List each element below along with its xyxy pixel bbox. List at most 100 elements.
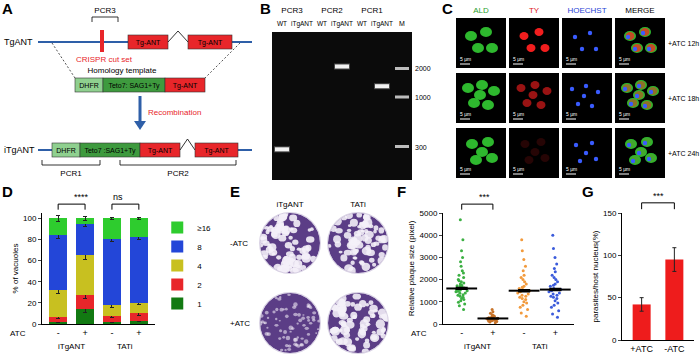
svg-text:parasites/host nucleus(%): parasites/host nucleus(%): [591, 230, 600, 322]
svg-text:iTgANT: iTgANT: [371, 20, 393, 28]
svg-text:+ATC 18h: +ATC 18h: [668, 95, 699, 102]
svg-text:80: 80: [27, 235, 36, 244]
svg-text:5 μm: 5 μm: [619, 111, 630, 117]
svg-text:TATi: TATi: [532, 342, 548, 351]
svg-text:E: E: [230, 183, 240, 200]
svg-text:2000: 2000: [415, 65, 431, 72]
svg-text:+: +: [136, 328, 141, 338]
svg-text:5000: 5000: [420, 209, 438, 218]
svg-text:300: 300: [415, 144, 427, 151]
svg-text:5 μm: 5 μm: [460, 56, 471, 62]
svg-text:5 μm: 5 μm: [460, 111, 471, 117]
svg-text:0: 0: [612, 336, 617, 345]
svg-text:≥16: ≥16: [197, 224, 211, 233]
svg-text:Tg-ANT: Tg-ANT: [173, 82, 198, 90]
svg-text:****: ****: [74, 192, 89, 202]
svg-text:PCR1: PCR1: [60, 169, 82, 178]
svg-text:0: 0: [32, 320, 37, 329]
svg-text:PCR3: PCR3: [94, 6, 116, 15]
svg-text:ALD: ALD: [473, 6, 489, 15]
svg-text:5 μm: 5 μm: [513, 111, 524, 117]
svg-text:Relative plaque size (pixel): Relative plaque size (pixel): [407, 220, 416, 316]
svg-text:iTgANT: iTgANT: [58, 342, 85, 351]
svg-text:4000: 4000: [420, 231, 438, 240]
svg-text:iTgANT: iTgANT: [331, 20, 353, 28]
svg-text:5 μm: 5 μm: [566, 111, 577, 117]
svg-text:1000: 1000: [420, 298, 438, 307]
svg-text:5 μm: 5 μm: [513, 56, 524, 62]
svg-text:Teto7: SAG1+Ty: Teto7: SAG1+Ty: [108, 82, 160, 90]
svg-text:WT: WT: [317, 20, 327, 27]
svg-text:+ATC: +ATC: [630, 344, 653, 354]
svg-text:60: 60: [27, 256, 36, 265]
svg-text:PCR1: PCR1: [361, 6, 383, 15]
svg-text:5 μm: 5 μm: [566, 56, 577, 62]
svg-text:Tg-ANT: Tg-ANT: [148, 147, 173, 155]
svg-text:Tg-ANT: Tg-ANT: [198, 39, 223, 47]
svg-text:DHFR: DHFR: [79, 82, 98, 89]
svg-text:TY: TY: [529, 6, 540, 15]
svg-text:8: 8: [197, 243, 202, 252]
svg-text:5 μm: 5 μm: [566, 166, 577, 172]
svg-text:TgANT: TgANT: [4, 37, 33, 47]
svg-text:A: A: [2, 0, 13, 17]
svg-text:iTgANT: iTgANT: [4, 145, 35, 155]
svg-text:C: C: [442, 0, 453, 17]
svg-text:PCR2: PCR2: [321, 6, 343, 15]
svg-text:+: +: [82, 328, 87, 338]
svg-text:***: ***: [653, 191, 664, 201]
svg-text:2: 2: [197, 281, 202, 290]
svg-text:ATC: ATC: [10, 329, 26, 338]
svg-text:ATC: ATC: [411, 329, 427, 338]
svg-text:HOECHST: HOECHST: [567, 6, 606, 15]
svg-text:% of vacuoles: % of vacuoles: [11, 244, 20, 294]
svg-text:+: +: [553, 328, 558, 338]
svg-text:iTgANT: iTgANT: [276, 200, 303, 209]
svg-text:PCR2: PCR2: [167, 169, 189, 178]
svg-text:1: 1: [197, 300, 202, 309]
svg-text:B: B: [260, 0, 271, 17]
svg-text:5 μm: 5 μm: [619, 56, 630, 62]
svg-text:-: -: [460, 328, 463, 338]
svg-text:TATi: TATi: [350, 200, 366, 209]
svg-text:Tg-ANT: Tg-ANT: [204, 147, 229, 155]
svg-text:50: 50: [607, 293, 616, 302]
svg-text:M: M: [399, 20, 405, 27]
svg-text:-ATC: -ATC: [230, 239, 248, 248]
svg-text:1000: 1000: [415, 94, 431, 101]
svg-text:ns: ns: [113, 192, 123, 202]
svg-text:WT: WT: [277, 20, 287, 27]
svg-text:+ATC: +ATC: [230, 319, 250, 328]
svg-text:+ATC 24h: +ATC 24h: [668, 150, 699, 157]
svg-text:-: -: [523, 328, 526, 338]
svg-text:Tg-ANT: Tg-ANT: [136, 39, 161, 47]
svg-text:20: 20: [27, 299, 36, 308]
svg-text:Recombination: Recombination: [148, 108, 201, 117]
svg-text:DHFR: DHFR: [56, 147, 75, 154]
svg-text:40: 40: [27, 278, 36, 287]
svg-text:iTgANT: iTgANT: [464, 342, 491, 351]
svg-text:150: 150: [603, 209, 617, 218]
svg-text:Homology template: Homology template: [88, 66, 157, 75]
svg-text:iTgANT: iTgANT: [291, 20, 313, 28]
svg-text:100: 100: [603, 251, 617, 260]
svg-text:-ATC: -ATC: [664, 344, 685, 354]
svg-text:+ATC 12h: +ATC 12h: [668, 40, 699, 47]
svg-text:PCR3: PCR3: [281, 6, 303, 15]
svg-text:+: +: [490, 328, 495, 338]
svg-text:0: 0: [433, 320, 438, 329]
svg-text:2000: 2000: [420, 275, 438, 284]
svg-text:Teto7 :SAG1+Ty: Teto7 :SAG1+Ty: [84, 147, 136, 155]
svg-text:5 μm: 5 μm: [619, 166, 630, 172]
svg-text:MERGE: MERGE: [625, 6, 654, 15]
svg-text:5 μm: 5 μm: [513, 166, 524, 172]
svg-text:WT: WT: [357, 20, 367, 27]
svg-text:***: ***: [479, 192, 490, 202]
svg-text:4: 4: [197, 262, 202, 271]
svg-text:TATi: TATi: [117, 342, 133, 351]
svg-text:-: -: [110, 328, 113, 338]
svg-text:100: 100: [23, 214, 37, 223]
svg-text:-: -: [57, 328, 60, 338]
svg-text:5 μm: 5 μm: [460, 166, 471, 172]
svg-text:CRISPR cut set: CRISPR cut set: [76, 55, 133, 64]
